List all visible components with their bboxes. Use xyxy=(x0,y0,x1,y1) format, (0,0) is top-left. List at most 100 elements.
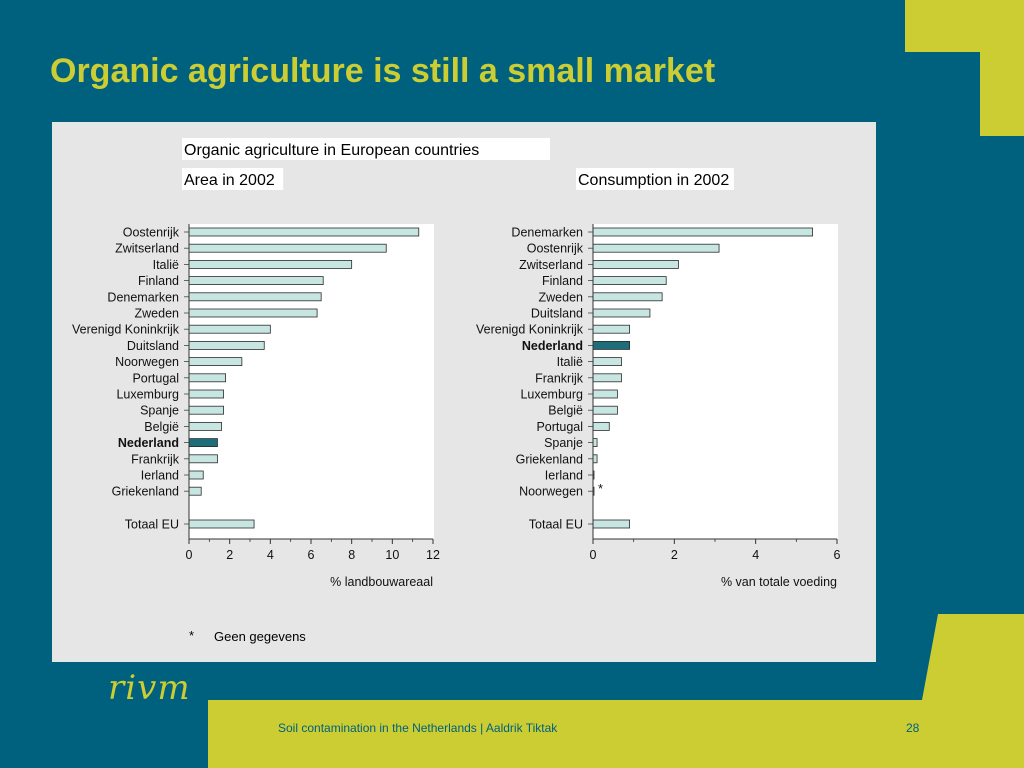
category-label-luxemburg: Luxemburg xyxy=(116,388,179,402)
category-label-denemarken: Denemarken xyxy=(511,226,583,240)
bar-belgie xyxy=(592,405,618,415)
x-axis-label: % landbouwareaal xyxy=(330,575,433,589)
category-label-oostenrijk: Oostenrijk xyxy=(527,242,584,256)
bar-zweden xyxy=(188,308,318,318)
rivm-logo: rivm xyxy=(108,668,191,708)
x-tick-label-0: 0 xyxy=(590,548,597,562)
bar-frankrijk xyxy=(188,454,218,464)
x-tick-label-10: 10 xyxy=(385,548,399,562)
decorative-corner-block xyxy=(905,0,1024,52)
category-label-spanje: Spanje xyxy=(544,436,583,450)
category-label-luxemburg: Luxemburg xyxy=(520,388,583,402)
category-label-zweden: Zweden xyxy=(135,307,180,321)
x-tick-label-2: 2 xyxy=(226,548,233,562)
slide-title: Organic agriculture is still a small mar… xyxy=(50,52,716,90)
bar-totaal-eu xyxy=(592,519,630,529)
x-tick-label-6: 6 xyxy=(308,548,315,562)
bar-oostenrijk xyxy=(188,227,420,237)
bar-ierland xyxy=(188,470,204,480)
x-tick-label-2: 2 xyxy=(671,548,678,562)
bar-duitsland xyxy=(188,340,265,350)
x-tick-label-6: 6 xyxy=(834,548,841,562)
bar-belgie xyxy=(188,421,222,431)
category-label-zwitserland: Zwitserland xyxy=(115,242,179,256)
category-label-belgie: België xyxy=(548,404,583,418)
category-label-griekenland: Griekenland xyxy=(112,485,179,499)
x-tick-label-12: 12 xyxy=(426,548,440,562)
footer-text: Soil contamination in the Netherlands | … xyxy=(278,721,558,735)
bar-nederland xyxy=(188,438,218,448)
bar-luxemburg xyxy=(592,389,618,399)
category-label-portugal: Portugal xyxy=(132,371,179,385)
bar-finland xyxy=(592,276,667,286)
bar-noorwegen xyxy=(188,357,243,367)
bar-portugal xyxy=(592,421,610,431)
x-tick-label-8: 8 xyxy=(348,548,355,562)
chart-panel: Organic agriculture in European countrie… xyxy=(52,122,876,662)
category-label-nederland: Nederland xyxy=(118,436,179,450)
bar-frankrijk xyxy=(592,373,622,383)
category-label-italie: Italië xyxy=(153,258,179,272)
category-label-spanje: Spanje xyxy=(140,404,179,418)
category-label-duitsland: Duitsland xyxy=(531,307,583,321)
category-label-nederland: Nederland xyxy=(522,339,583,353)
bar-nederland xyxy=(592,340,630,350)
category-label-totaal-eu: Totaal EU xyxy=(125,518,179,532)
bar-zweden xyxy=(592,292,663,302)
charts-canvas: Organic agriculture in European countrie… xyxy=(72,138,841,644)
decorative-side-bar xyxy=(980,52,1024,136)
bar-italie xyxy=(188,259,353,269)
x-tick-label-0: 0 xyxy=(186,548,193,562)
bar-zwitserland xyxy=(188,243,387,253)
x-axis-label: % van totale voeding xyxy=(721,575,837,589)
area-chart: Area in 2002 Oostenrijk Zwitserland Italië F… xyxy=(72,168,440,589)
category-label-belgie: België xyxy=(144,420,179,434)
figure-heading: Organic agriculture in European countrie… xyxy=(184,142,479,159)
category-label-ierland: Ierland xyxy=(545,469,583,483)
bar-verenigd-koninkrijk xyxy=(592,324,630,334)
x-tick-label-4: 4 xyxy=(752,548,759,562)
bar-portugal xyxy=(188,373,226,383)
bar-spanje xyxy=(592,438,598,448)
category-label-oostenrijk: Oostenrijk xyxy=(123,226,180,240)
category-label-italie: Italië xyxy=(557,355,583,369)
page-number: 28 xyxy=(906,721,920,735)
annotation-noorwegen: * xyxy=(598,481,603,496)
category-label-zweden: Zweden xyxy=(539,290,584,304)
category-label-verenigd-koninkrijk: Verenigd Koninkrijk xyxy=(476,323,584,337)
category-label-portugal: Portugal xyxy=(536,420,583,434)
category-label-frankrijk: Frankrijk xyxy=(535,371,584,385)
category-label-noorwegen: Noorwegen xyxy=(115,355,179,369)
category-label-zwitserland: Zwitserland xyxy=(519,258,583,272)
category-label-duitsland: Duitsland xyxy=(127,339,179,353)
bar-duitsland xyxy=(592,308,651,318)
footnote-marker: * xyxy=(189,628,194,643)
bar-griekenland xyxy=(188,486,202,496)
footnote: * Geen gegevens xyxy=(189,628,306,644)
bar-denemarken xyxy=(592,227,814,237)
chart-title-bg xyxy=(576,168,734,190)
category-label-verenigd-koninkrijk: Verenigd Koninkrijk xyxy=(72,323,180,337)
chart-title: Area in 2002 xyxy=(184,172,275,189)
bar-luxemburg xyxy=(188,389,224,399)
category-label-finland: Finland xyxy=(138,274,179,288)
footnote-text: Geen gegevens xyxy=(214,629,306,644)
category-label-griekenland: Griekenland xyxy=(516,452,583,466)
chart-title: Consumption in 2002 xyxy=(578,172,729,189)
consumption-chart: Consumption in 2002 Denemarken Oostenrijk Z… xyxy=(476,168,841,589)
category-label-finland: Finland xyxy=(542,274,583,288)
bar-spanje xyxy=(188,405,224,415)
category-label-totaal-eu: Totaal EU xyxy=(529,518,583,532)
bar-italie xyxy=(592,357,622,367)
bar-finland xyxy=(188,276,324,286)
category-label-ierland: Ierland xyxy=(141,469,179,483)
bar-verenigd-koninkrijk xyxy=(188,324,271,334)
bar-oostenrijk xyxy=(592,243,720,253)
bar-griekenland xyxy=(592,454,598,464)
figure-heading-bg xyxy=(182,138,550,160)
category-label-frankrijk: Frankrijk xyxy=(131,452,180,466)
bar-zwitserland xyxy=(592,259,679,269)
figure-heading-group: Organic agriculture in European countrie… xyxy=(182,138,550,160)
category-label-noorwegen: Noorwegen xyxy=(519,485,583,499)
plot-area xyxy=(593,224,838,539)
